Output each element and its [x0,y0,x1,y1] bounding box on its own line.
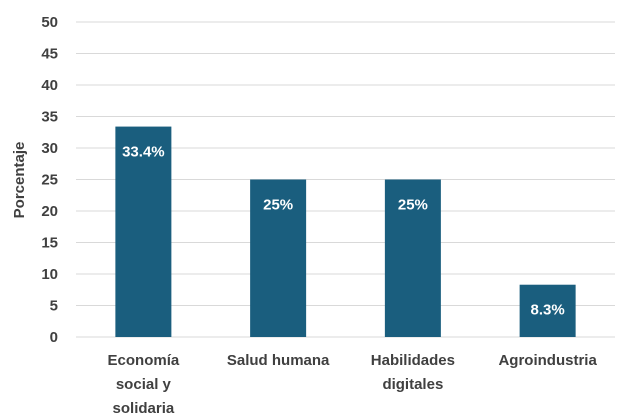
x-category-line: Agroindustria [498,352,597,369]
y-tick-label: 15 [41,235,58,252]
bar [115,126,172,337]
x-category-line: Habilidades [371,352,455,369]
bar-data-label: 25% [263,197,293,214]
bars [115,126,576,337]
y-tick-label: 20 [41,203,58,220]
y-axis-ticks: 0 5 10 15 20 25 30 35 40 45 50 [41,14,58,346]
y-axis-label: Porcentaje [11,142,28,219]
x-category-line: solidaria [113,400,175,413]
y-tick-label: 40 [41,77,58,94]
y-tick-label: 10 [41,266,58,283]
y-tick-label: 5 [50,298,58,315]
data-labels: 33.4% 25% 25% 8.3% [122,144,565,319]
y-tick-label: 0 [50,329,58,346]
y-tick-label: 45 [41,46,58,63]
x-category-line: Salud humana [227,352,330,369]
x-category-line: social y [116,376,172,393]
bar [250,179,307,337]
bar-data-label: 8.3% [531,302,565,319]
x-category-label: Salud humana [227,352,330,369]
y-tick-label: 30 [41,140,58,157]
y-tick-label: 35 [41,109,58,126]
x-category-line: digitales [382,376,443,393]
bar [384,179,441,337]
bar [519,284,576,337]
y-tick-label: 50 [41,14,58,31]
x-category-label: Agroindustria [498,352,597,369]
x-category-label: Habilidades digitales [371,352,455,393]
x-category-line: Economía [108,352,180,369]
x-axis-categories: Economía social y solidaria Salud humana Hab… [108,352,598,413]
bar-data-label: 33.4% [122,144,165,161]
y-tick-label: 25 [41,172,58,189]
bar-data-label: 25% [398,197,428,214]
x-category-label: Economía social y solidaria [108,352,180,413]
